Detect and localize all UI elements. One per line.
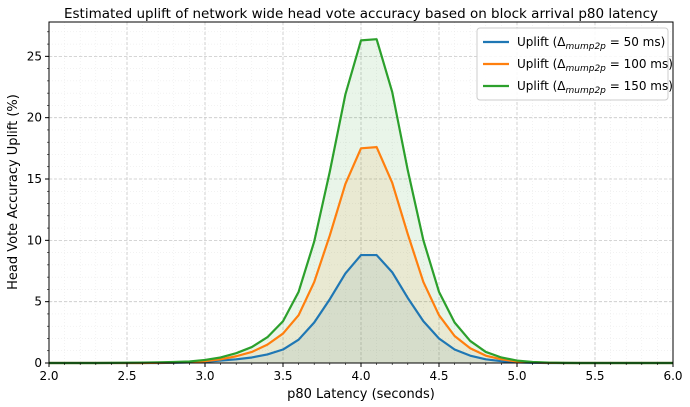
legend-label: Uplift (Δmump2p = 100 ms) — [517, 57, 673, 74]
y-tick-label: 20 — [27, 111, 42, 125]
y-tick-label: 5 — [34, 295, 42, 309]
x-tick-label: 3.5 — [273, 369, 292, 383]
y-tick-label: 25 — [27, 49, 42, 63]
legend-label-prefix: Uplift (Δ — [517, 35, 566, 49]
series-fill — [49, 39, 673, 364]
legend-label: Uplift (Δmump2p = 50 ms) — [517, 35, 665, 52]
y-axis-label: Head Vote Accuracy Uplift (%) — [6, 94, 21, 290]
legend-label-subscript: mump2p — [566, 42, 607, 52]
legend: Uplift (Δmump2p = 50 ms)Uplift (Δmump2p … — [476, 27, 673, 101]
legend-label-subscript: mump2p — [566, 64, 607, 74]
x-tick-label: 4.5 — [429, 369, 448, 383]
x-tick-label: 2.5 — [117, 369, 136, 383]
grid — [48, 22, 674, 364]
y-tick-label: 0 — [34, 356, 42, 370]
legend-label-prefix: Uplift (Δ — [517, 79, 566, 93]
x-tick-label: 6.0 — [663, 369, 682, 383]
legend-label-suffix: = 100 ms) — [606, 57, 673, 71]
x-tick-label: 3.0 — [195, 369, 214, 383]
x-tick-label: 5.5 — [585, 369, 604, 383]
legend-label: Uplift (Δmump2p = 150 ms) — [517, 79, 673, 96]
legend-label-prefix: Uplift (Δ — [517, 57, 566, 71]
x-tick-label: 5.0 — [507, 369, 526, 383]
x-tick-label: 4.0 — [351, 369, 370, 383]
x-tick-label: 2.0 — [39, 369, 58, 383]
chart-title: Estimated uplift of network wide head vo… — [64, 6, 658, 22]
y-tick-label: 15 — [27, 172, 42, 186]
legend-box — [476, 27, 669, 101]
x-axis-label: p80 Latency (seconds) — [287, 387, 435, 402]
legend-label-subscript: mump2p — [566, 86, 607, 96]
y-tick-label: 10 — [27, 233, 42, 247]
ticks: 2.0 2.5 3.0 3.5 4.0 4.5 5.0 5.5 6.0 0 5 10 15 20 25 — [27, 31, 683, 383]
series-fill — [49, 255, 673, 363]
legend-label-suffix: = 150 ms) — [606, 79, 673, 93]
legend-label-suffix: = 50 ms) — [606, 35, 665, 49]
